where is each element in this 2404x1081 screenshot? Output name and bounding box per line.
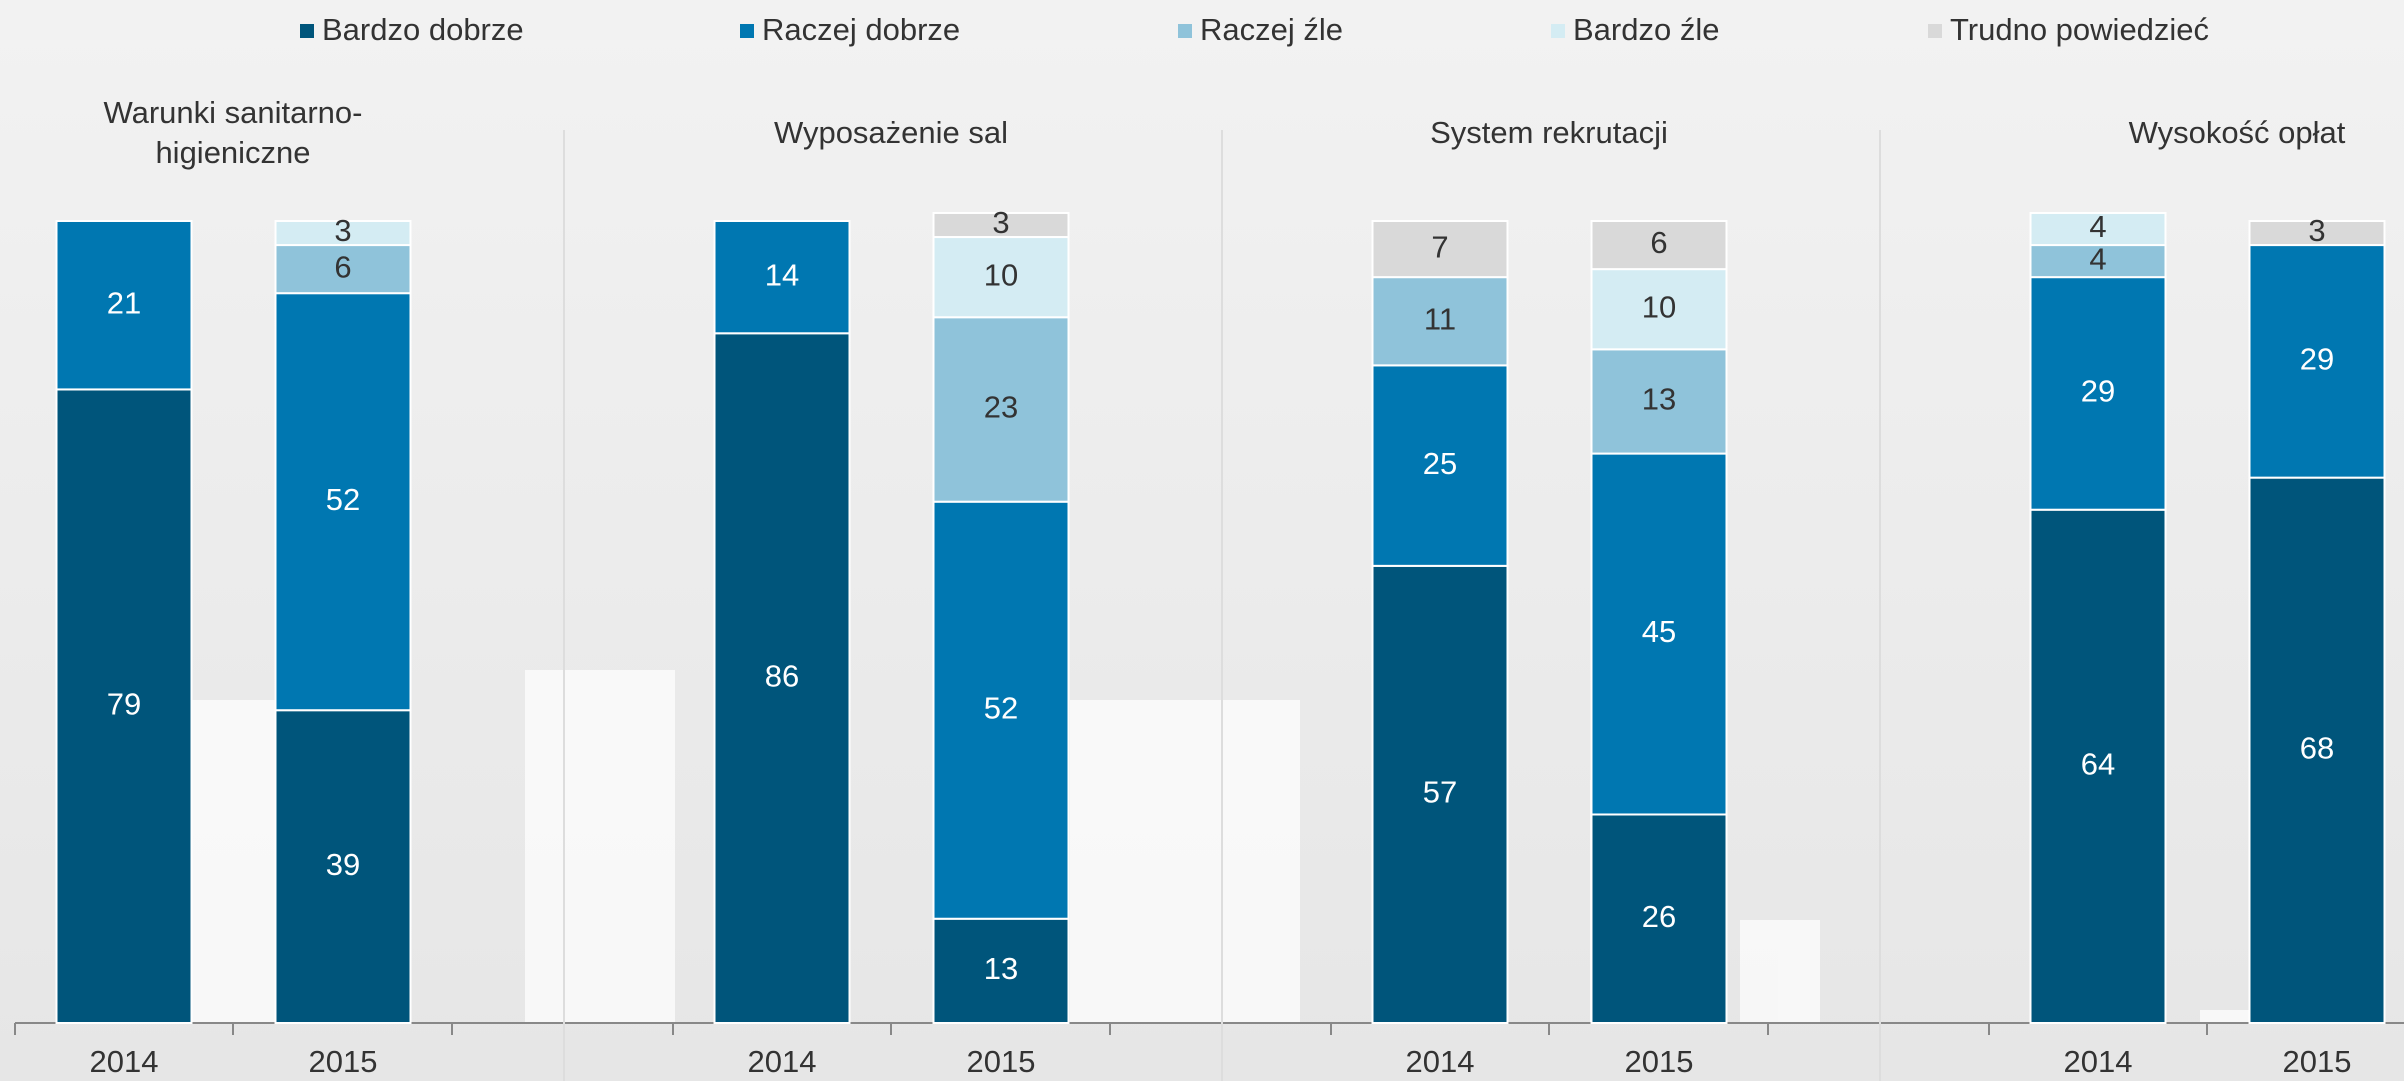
- x-tick-label: 2014: [2064, 1044, 2133, 1079]
- data-label: 64: [2081, 747, 2115, 782]
- skyline: [190, 670, 2350, 1023]
- data-label: 10: [984, 257, 1018, 292]
- legend-label: Raczej źle: [1200, 12, 1343, 47]
- legend-label: Trudno powiedzieć: [1950, 12, 2209, 47]
- legend-swatch: [740, 24, 754, 38]
- data-label: 25: [1423, 446, 1457, 481]
- legend-label: Bardzo źle: [1573, 12, 1719, 47]
- data-label: 3: [2308, 213, 2325, 248]
- x-tick-label: 2014: [90, 1044, 159, 1079]
- x-tick-label: 2014: [1406, 1044, 1475, 1079]
- data-label: 29: [2300, 342, 2334, 377]
- data-label: 6: [1650, 225, 1667, 260]
- data-label: 57: [1423, 775, 1457, 810]
- panel-title: Wysokość opłat: [2057, 83, 2404, 183]
- data-label: 11: [1424, 301, 1456, 336]
- data-label: 79: [107, 686, 141, 721]
- data-label: 86: [765, 658, 799, 693]
- data-label: 6: [334, 249, 351, 284]
- data-label: 23: [984, 390, 1018, 425]
- data-label: 45: [1642, 614, 1676, 649]
- legend-swatch: [1178, 24, 1192, 38]
- legend-label: Raczej dobrze: [762, 12, 960, 47]
- data-label: 52: [984, 690, 1018, 725]
- data-label: 14: [765, 257, 799, 292]
- data-label: 13: [984, 951, 1018, 986]
- x-tick-label: 2015: [1625, 1044, 1694, 1079]
- legend-label: Bardzo dobrze: [322, 12, 524, 47]
- page: Bardzo dobrze Raczej dobrze Raczej źle Bard…: [0, 0, 2404, 1081]
- data-label: 3: [992, 205, 1009, 240]
- data-label: 13: [1642, 382, 1676, 417]
- data-label: 39: [326, 847, 360, 882]
- data-label: 68: [2300, 731, 2334, 766]
- data-label: 4: [2089, 241, 2106, 276]
- x-tick-label: 2014: [748, 1044, 817, 1079]
- legend-swatch: [1928, 24, 1942, 38]
- data-label: 26: [1642, 899, 1676, 934]
- data-label: 21: [107, 285, 141, 320]
- x-tick-label: 2015: [967, 1044, 1036, 1079]
- legend-swatch: [1551, 24, 1565, 38]
- data-label: 3: [334, 213, 351, 248]
- data-label: 29: [2081, 374, 2115, 409]
- data-label: 10: [1642, 289, 1676, 324]
- x-tick-label: 2015: [309, 1044, 378, 1079]
- panel-title: Warunki sanitarno-higieniczne: [53, 83, 413, 183]
- panel-title: System rekrutacji: [1369, 83, 1729, 183]
- panel-title: Wyposażenie sal: [711, 83, 1071, 183]
- data-label: 7: [1431, 229, 1448, 264]
- x-tick-label: 2015: [2283, 1044, 2352, 1079]
- legend-swatch: [300, 24, 314, 38]
- data-label: 4: [2089, 209, 2106, 244]
- data-label: 52: [326, 482, 360, 517]
